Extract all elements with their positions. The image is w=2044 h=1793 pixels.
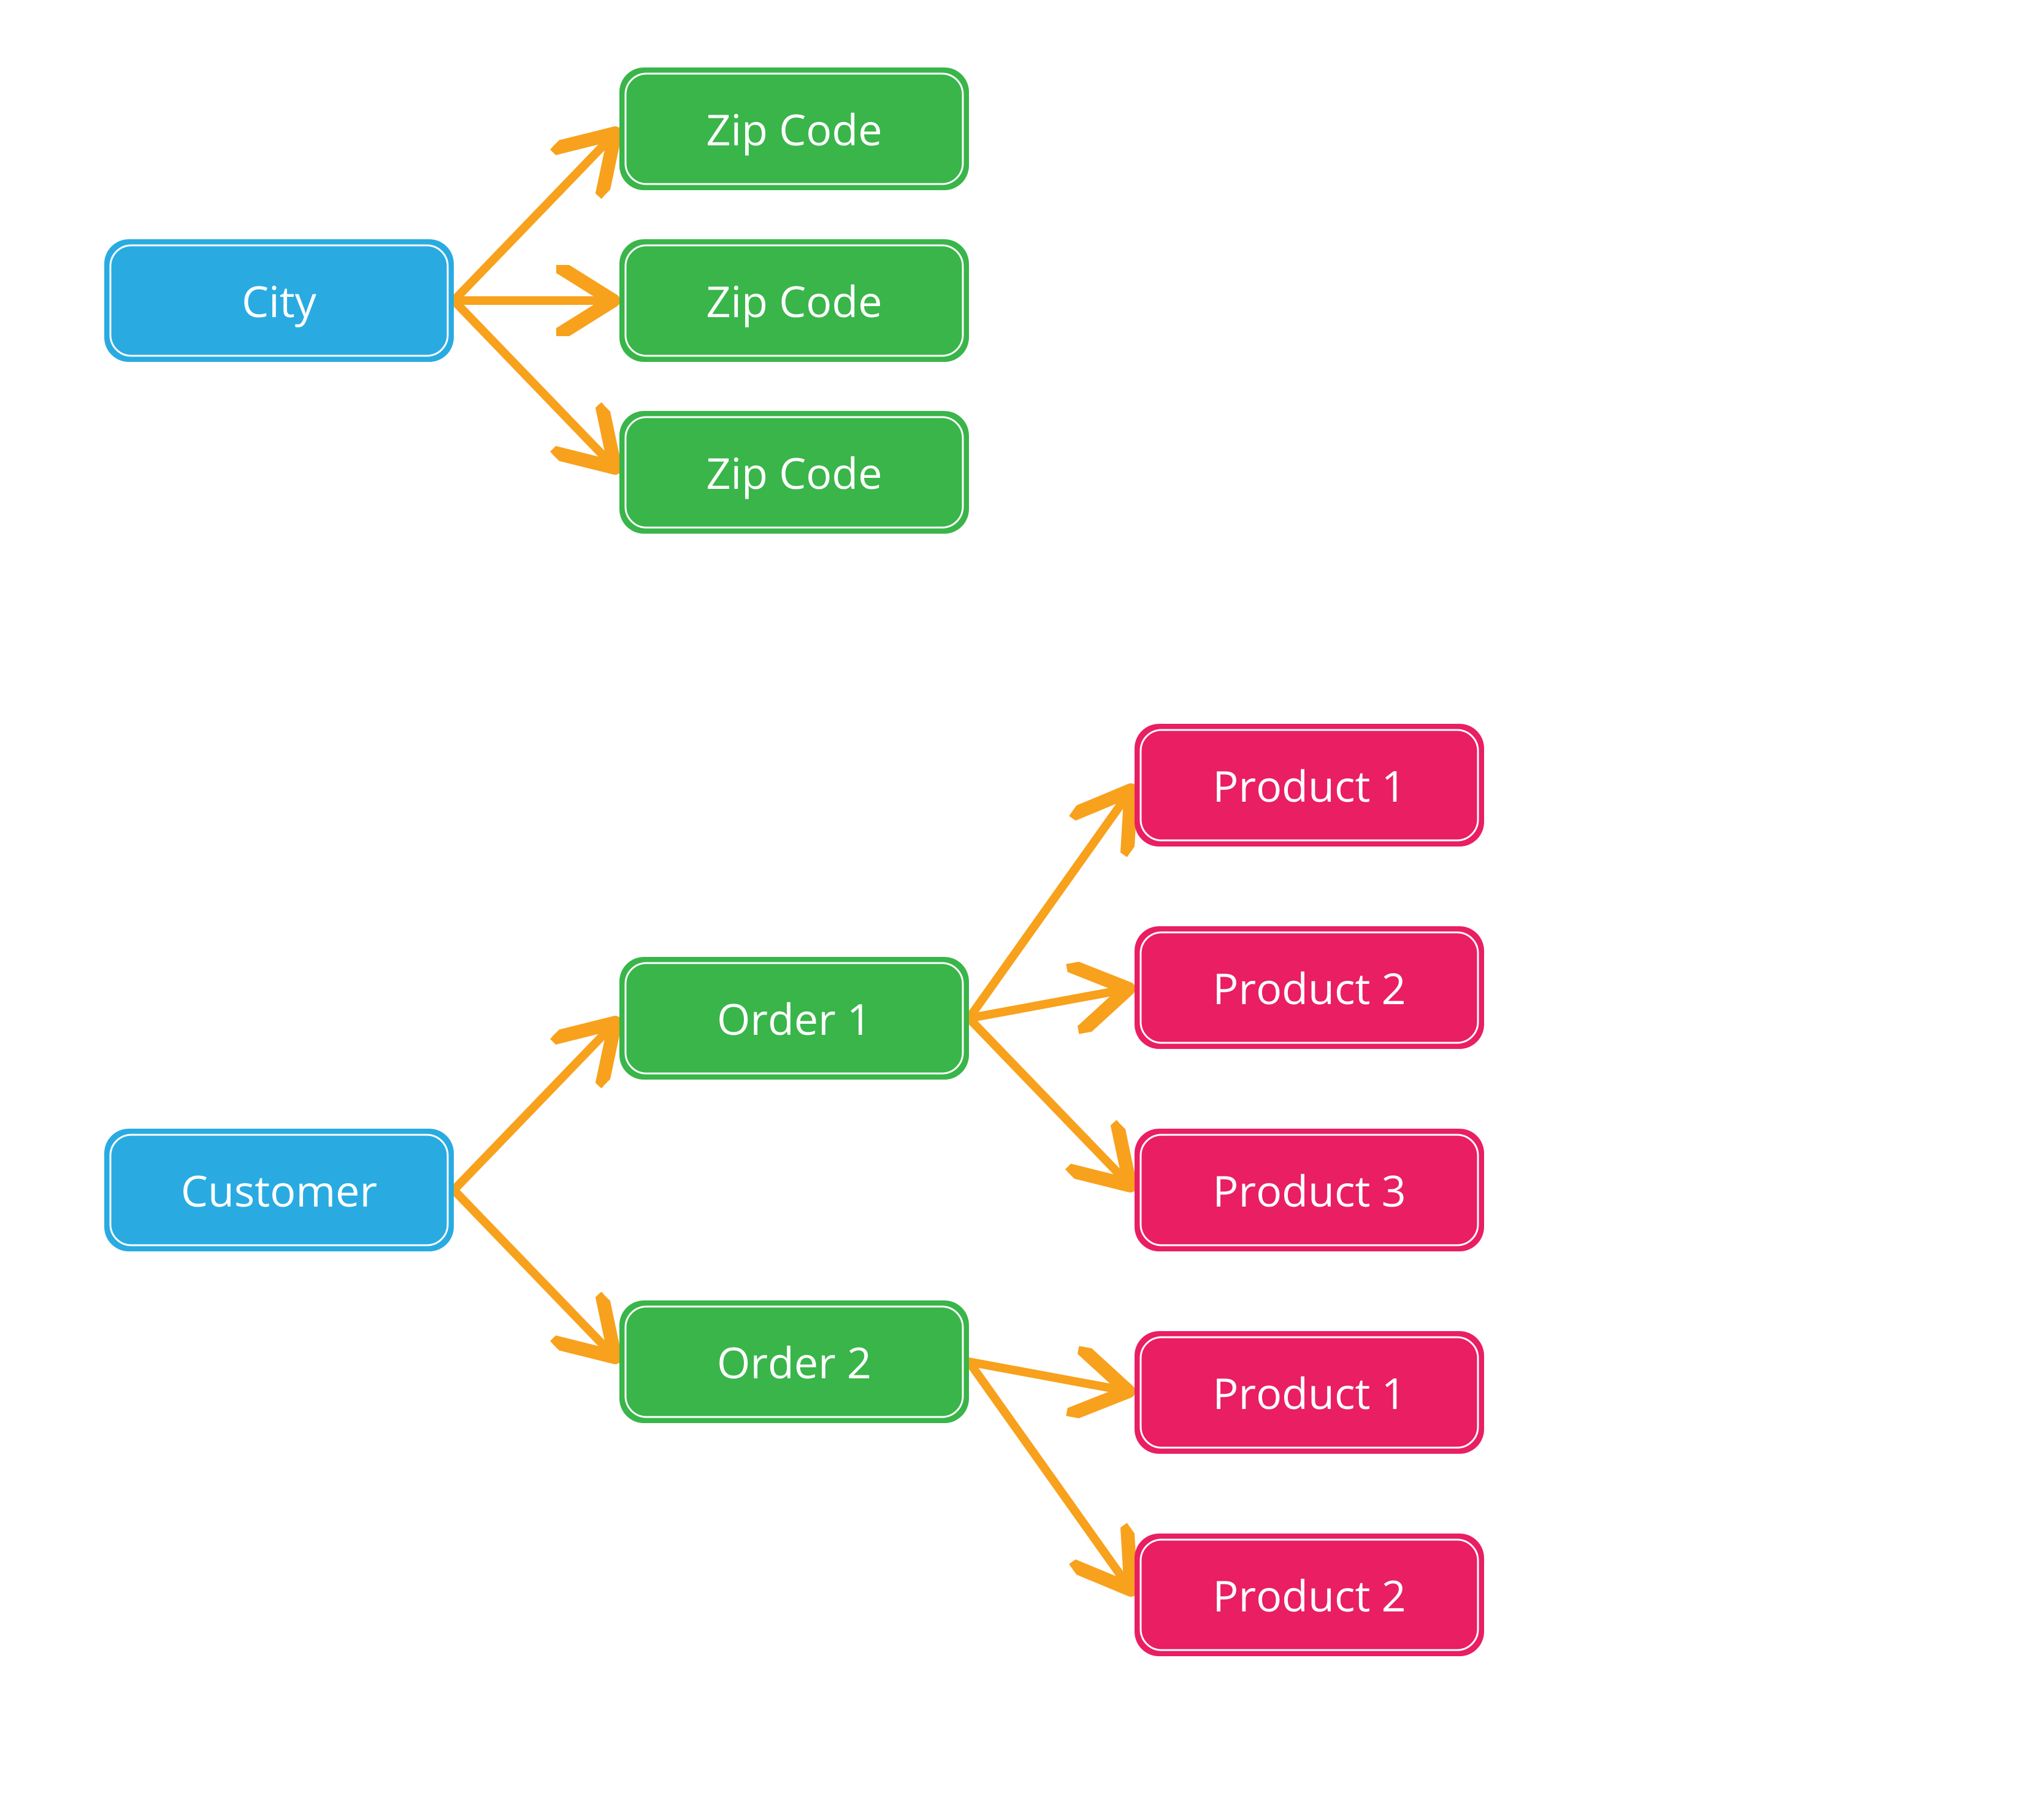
- node-order2: Order 2: [619, 1300, 969, 1423]
- node-label: Zip Code: [706, 99, 882, 158]
- node-p1a: Product 1: [1135, 724, 1484, 847]
- diagram-canvas: City Zip Code Zip Code Zip Code Customer Orde…: [0, 0, 2044, 1793]
- node-order1: Order 1: [619, 957, 969, 1080]
- node-customer: Customer: [104, 1129, 454, 1251]
- node-p2b: Product 2: [1135, 1534, 1484, 1656]
- node-label: Order 2: [717, 1332, 871, 1391]
- node-label: City: [242, 271, 317, 330]
- node-zip2: Zip Code: [619, 239, 969, 362]
- nodes-layer: City Zip Code Zip Code Zip Code Customer Orde…: [104, 67, 1484, 1656]
- node-zip1: Zip Code: [619, 67, 969, 190]
- edge-city-to-zip1: [454, 133, 615, 301]
- edge-order1-to-p3a: [969, 1018, 1130, 1186]
- node-label: Customer: [181, 1161, 377, 1219]
- node-p2a: Product 2: [1135, 926, 1484, 1049]
- edge-order1-to-p1a: [969, 790, 1131, 1018]
- node-label: Product 1: [1212, 1363, 1406, 1422]
- node-label: Zip Code: [706, 443, 882, 502]
- edge-customer-to-order1: [454, 1023, 615, 1190]
- node-label: Product 2: [1212, 1565, 1406, 1624]
- node-label: Zip Code: [706, 271, 882, 330]
- edge-order2-to-p1b: [969, 1362, 1128, 1391]
- node-p3a: Product 3: [1135, 1129, 1484, 1251]
- node-label: Product 2: [1212, 958, 1406, 1017]
- node-label: Product 3: [1212, 1161, 1406, 1219]
- edge-customer-to-order2: [454, 1190, 615, 1357]
- edge-order1-to-p2a: [969, 989, 1128, 1018]
- edge-city-to-zip3: [454, 301, 615, 468]
- node-city: City: [104, 239, 454, 362]
- node-zip3: Zip Code: [619, 411, 969, 534]
- node-label: Order 1: [717, 989, 871, 1048]
- node-label: Product 1: [1212, 756, 1406, 815]
- edge-order2-to-p2b: [969, 1362, 1131, 1590]
- node-p1b: Product 1: [1135, 1331, 1484, 1454]
